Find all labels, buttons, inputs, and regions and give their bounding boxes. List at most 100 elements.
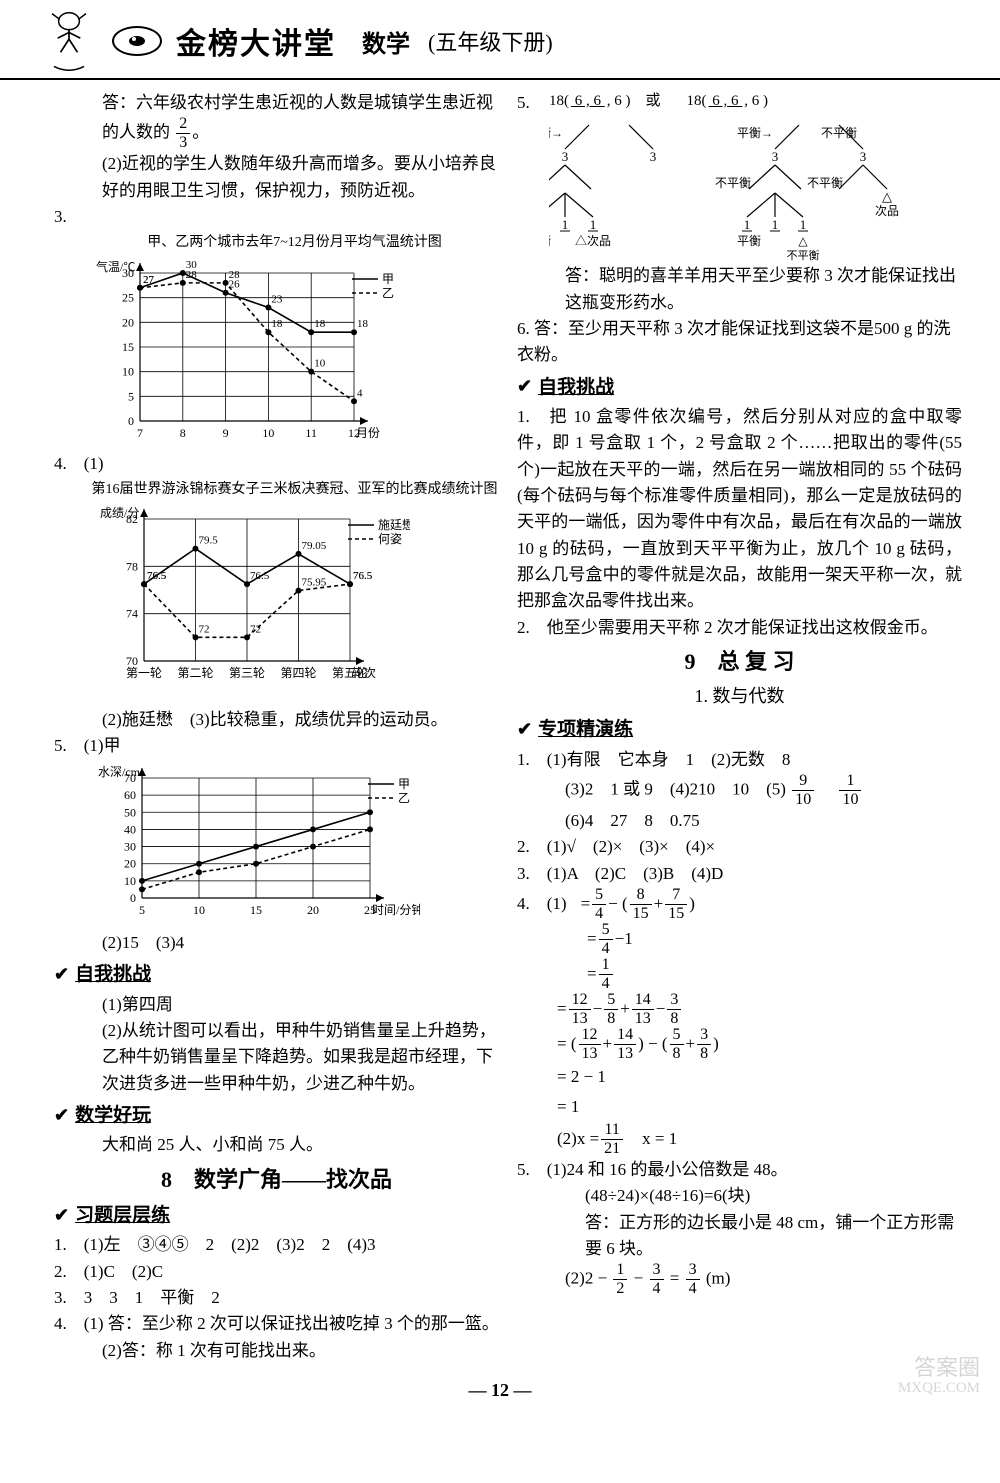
svg-text:1: 1 bbox=[562, 217, 569, 232]
q5-number: 5. bbox=[517, 90, 545, 116]
svg-text:不平衡: 不平衡 bbox=[807, 176, 843, 190]
challenge-1: (1)第四周 bbox=[54, 992, 499, 1018]
text: 答：六年级农村学生患近视的人数是城镇学生患近视的人数的 bbox=[102, 93, 493, 142]
svg-text:50: 50 bbox=[124, 805, 136, 819]
left-column: 答：六年级农村学生患近视的人数是城镇学生患近视的人数的 2 3 。 (2)近视的… bbox=[54, 90, 499, 1364]
chapter-9-title: 9 总 复 习 bbox=[517, 645, 962, 679]
left-ans-1: 答：六年级农村学生患近视的人数是城镇学生患近视的人数的 2 3 。 bbox=[54, 90, 499, 151]
fraction: 2 3 bbox=[176, 116, 190, 151]
svg-text:15: 15 bbox=[122, 340, 134, 354]
check-icon: ✔ bbox=[54, 1102, 69, 1130]
check-icon: ✔ bbox=[54, 961, 69, 989]
svg-text:5: 5 bbox=[139, 903, 145, 917]
q5-label: 5. (1)甲 bbox=[54, 733, 499, 759]
svg-text:第二轮: 第二轮 bbox=[177, 666, 213, 680]
svg-text:第一轮: 第一轮 bbox=[126, 666, 162, 680]
svg-text:1: 1 bbox=[772, 217, 779, 232]
mascot-icon bbox=[40, 8, 98, 74]
r-challenge-2: 2. 他至少需要用天平称 2 次才能保证找出这枚假金币。 bbox=[517, 615, 962, 641]
section-self-challenge-r: ✔ 自我挑战 bbox=[517, 373, 962, 402]
svg-text:0: 0 bbox=[130, 891, 136, 905]
chart-4: 第16届世界游泳锦标赛女子三米板决赛冠、亚军的比赛成绩统计图 70747882第… bbox=[90, 481, 499, 701]
svg-text:60: 60 bbox=[124, 788, 136, 802]
svg-text:平衡: 平衡 bbox=[549, 234, 551, 248]
section-label: 专项精演练 bbox=[538, 715, 633, 744]
layer-2: 2. (1)C (2)C bbox=[54, 1259, 499, 1285]
q3-row: 3. bbox=[54, 204, 499, 230]
svg-text:轮次: 轮次 bbox=[352, 666, 376, 680]
svg-text:平衡→: 平衡→ bbox=[737, 126, 773, 140]
check-icon: ✔ bbox=[517, 716, 532, 744]
fraction: 910 bbox=[792, 773, 814, 808]
q5-tree-row: 5. 18( 6 , 6 , 6 ) 或 18( 6 , 6 , 6 ) 平衡→… bbox=[517, 90, 962, 263]
tree-headers: 18( 6 , 6 , 6 ) 或 18( 6 , 6 , 6 ) bbox=[549, 90, 962, 113]
svg-text:甲: 甲 bbox=[398, 777, 410, 791]
chapter-8-title: 8 数学广角——找次品 bbox=[54, 1163, 499, 1197]
svg-text:18: 18 bbox=[271, 318, 283, 330]
svg-text:28: 28 bbox=[186, 268, 198, 280]
chapter-9-sub: 1. 数与代数 bbox=[517, 683, 962, 711]
tree-diagram: 平衡→33不平衡111平衡△次品平衡→33不平衡111平衡△不平衡△次品不平衡不… bbox=[549, 113, 959, 263]
p3: 3. (1)A (2)C (3)B (4)D bbox=[517, 861, 962, 887]
svg-text:第三轮: 第三轮 bbox=[229, 666, 265, 680]
chart-3: 甲、乙两个城市去年7~12月份月平均气温统计图 0510152025307891… bbox=[90, 234, 499, 444]
svg-text:79.5: 79.5 bbox=[199, 535, 219, 547]
svg-text:10: 10 bbox=[314, 357, 326, 369]
svg-text:不平衡: 不平衡 bbox=[715, 176, 751, 190]
section-precise: ✔ 专项精演练 bbox=[517, 715, 962, 744]
svg-text:1: 1 bbox=[590, 217, 597, 232]
svg-text:10: 10 bbox=[193, 903, 205, 917]
svg-text:△: △ bbox=[798, 234, 808, 248]
series-title: 金榜大讲堂 bbox=[176, 19, 336, 63]
svg-text:20: 20 bbox=[307, 903, 319, 917]
page-header: 金榜大讲堂 数学 (五年级下册) bbox=[0, 0, 1000, 80]
svg-text:△: △ bbox=[882, 189, 892, 204]
q4-answers: (2)施廷懋 (3)比较稳重，成绩优异的运动员。 bbox=[54, 707, 499, 733]
svg-text:1: 1 bbox=[800, 217, 807, 232]
section-label: 数学好玩 bbox=[75, 1101, 151, 1130]
svg-text:9: 9 bbox=[223, 426, 229, 440]
eq-block: = 54 − 1 = 14 = 1213 − 58 + 1413 − 38 = … bbox=[517, 922, 962, 1157]
svg-text:7: 7 bbox=[137, 426, 143, 440]
right-column: 5. 18( 6 , 6 , 6 ) 或 18( 6 , 6 , 6 ) 平衡→… bbox=[517, 90, 962, 1364]
section-label: 自我挑战 bbox=[538, 373, 614, 402]
section-self-challenge: ✔ 自我挑战 bbox=[54, 960, 499, 989]
svg-text:25: 25 bbox=[122, 290, 134, 304]
fraction: 110 bbox=[839, 773, 861, 808]
svg-text:3: 3 bbox=[860, 149, 867, 164]
svg-text:0: 0 bbox=[128, 414, 134, 428]
layer-3: 3. 3 3 1 平衡 2 bbox=[54, 1285, 499, 1311]
subject-title: 数学 bbox=[362, 24, 410, 59]
svg-text:乙: 乙 bbox=[382, 286, 394, 300]
svg-text:水深/cm: 水深/cm bbox=[98, 765, 141, 779]
svg-text:18: 18 bbox=[357, 318, 369, 330]
check-icon: ✔ bbox=[517, 373, 532, 401]
svg-text:△次品: △次品 bbox=[575, 234, 611, 248]
svg-text:平衡: 平衡 bbox=[737, 234, 761, 248]
grade-label: (五年级下册) bbox=[428, 25, 553, 57]
layer-1: 1. (1)左 ③④⑤ 2 (2)2 (3)2 2 (4)3 bbox=[54, 1232, 499, 1258]
tree-right-head: 18( 6 , 6 , 6 ) bbox=[687, 90, 769, 113]
svg-text:4: 4 bbox=[357, 387, 363, 399]
p1b: (3)2 1 或 9 (4)210 10 (5) 910 110 bbox=[517, 773, 962, 808]
svg-text:30: 30 bbox=[124, 839, 136, 853]
challenge-2: (2)从统计图可以看出，甲种牛奶销售量呈上升趋势，乙种牛奶销售量呈下降趋势。如果… bbox=[54, 1018, 499, 1097]
fun-1: 大和尚 25 人、小和尚 75 人。 bbox=[54, 1132, 499, 1158]
chart4-title: 第16届世界游泳锦标赛女子三米板决赛冠、亚军的比赛成绩统计图 bbox=[90, 481, 499, 499]
svg-text:甲: 甲 bbox=[382, 272, 394, 286]
svg-text:时间/分钟: 时间/分钟 bbox=[372, 902, 420, 917]
svg-text:施廷懋: 施廷懋 bbox=[378, 517, 410, 532]
period: 。 bbox=[192, 123, 209, 142]
svg-text:5: 5 bbox=[128, 389, 134, 403]
svg-text:成绩/分: 成绩/分 bbox=[100, 506, 139, 520]
q4-label: 4. (1) bbox=[54, 451, 499, 477]
svg-text:20: 20 bbox=[122, 315, 134, 329]
svg-text:11: 11 bbox=[305, 426, 317, 440]
svg-text:月份: 月份 bbox=[356, 426, 380, 440]
p5a: 5. (1)24 和 16 的最小公倍数是 48。 bbox=[517, 1157, 962, 1183]
svg-text:第四轮: 第四轮 bbox=[280, 666, 316, 680]
svg-text:次品: 次品 bbox=[875, 204, 899, 218]
section-label: 自我挑战 bbox=[75, 960, 151, 989]
p5d: (2)2 − 12 − 34 = 34 (m) bbox=[517, 1262, 962, 1297]
svg-text:8: 8 bbox=[180, 426, 186, 440]
